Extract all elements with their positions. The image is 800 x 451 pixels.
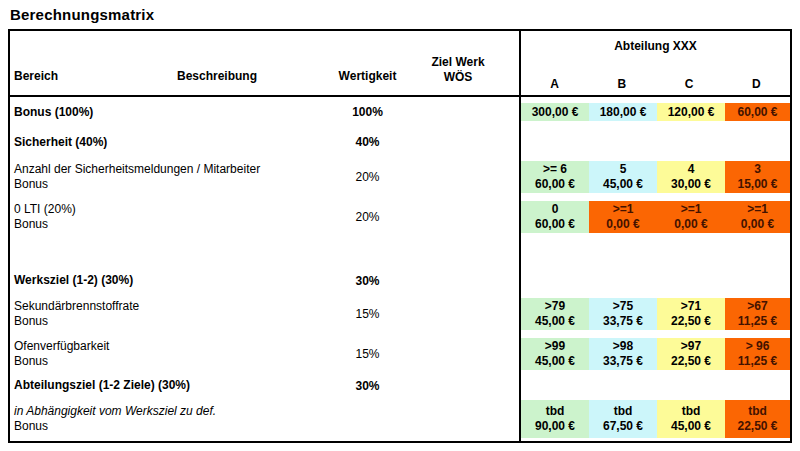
row-label: Bonus (100%) bbox=[10, 97, 310, 127]
row-weight: 20% bbox=[310, 157, 425, 197]
row-weight: 30% bbox=[310, 374, 425, 397]
row-label: Ofenverfügbarkeit Bonus bbox=[10, 334, 310, 374]
cell-d: > 9611,25 € bbox=[725, 338, 790, 370]
row-weight bbox=[310, 397, 425, 441]
cell-c: 120,00 € bbox=[657, 103, 725, 121]
cell-a: >9945,00 € bbox=[521, 338, 589, 370]
cell-c: 430,00 € bbox=[657, 161, 725, 193]
row-lti: 0 LTI (20%) Bonus 20% 060,00 € >=10,00 €… bbox=[10, 197, 790, 237]
table-header-row: Bereich Beschreibung Wertigkeit Ziel Wer… bbox=[10, 31, 790, 97]
row-label: Sicherheit (40%) bbox=[10, 127, 310, 157]
cell-a: >7945,00 € bbox=[521, 298, 589, 330]
ziel-werk-line1: Ziel Werk bbox=[431, 55, 484, 70]
cell-c: tbd45,00 € bbox=[657, 400, 725, 438]
row-weight: 15% bbox=[310, 294, 425, 334]
column-header-b: B bbox=[588, 77, 655, 91]
cell-a: 060,00 € bbox=[521, 201, 589, 233]
cell-b: >9833,75 € bbox=[589, 338, 657, 370]
cell-d: 315,00 € bbox=[725, 161, 790, 193]
column-header-ziel-werk-woes: Ziel Werk WÖS bbox=[425, 31, 521, 95]
cell-b: >7533,75 € bbox=[589, 298, 657, 330]
cell-b: tbd67,50 € bbox=[589, 400, 657, 438]
row-label: Sekundärbrennstoffrate Bonus bbox=[10, 294, 310, 334]
column-header-d: D bbox=[723, 77, 790, 91]
row-label: Abteilungsziel (1-2 Ziele) (30%) bbox=[10, 374, 310, 397]
cell-a: tbd90,00 € bbox=[521, 400, 589, 438]
cell-b: 180,00 € bbox=[589, 103, 657, 121]
cell-d: 60,00 € bbox=[725, 103, 790, 121]
abteilung-title: Abteilung XXX bbox=[521, 31, 790, 53]
row-abteilungsziel: Abteilungsziel (1-2 Ziele) (30%) 30% bbox=[10, 374, 790, 397]
row-label: in Abhängigkeit vom Werksziel zu def. Bo… bbox=[10, 397, 310, 441]
row-bonus: Bonus (100%) 100% 300,00 € 180,00 € 120,… bbox=[10, 97, 790, 127]
row-sicherheit: Sicherheit (40%) 40% bbox=[10, 127, 790, 157]
cell-a: 300,00 € bbox=[521, 103, 589, 121]
row-abhaengigkeit: in Abhängigkeit vom Werksziel zu def. Bo… bbox=[10, 397, 790, 441]
row-werksziel: Werksziel (1-2) (30%) 30% bbox=[10, 267, 790, 294]
cell-d: tbd22,50 € bbox=[725, 400, 790, 438]
cell-c: >9722,50 € bbox=[657, 338, 725, 370]
row-label: Anzahl der Sicherheitsmeldungen / Mitarb… bbox=[10, 157, 310, 197]
cell-c: >=10,00 € bbox=[657, 201, 725, 233]
table-vertical-divider bbox=[519, 31, 521, 441]
row-weight: 40% bbox=[310, 127, 425, 157]
row-label: 0 LTI (20%) Bonus bbox=[10, 197, 310, 237]
column-header-a: A bbox=[521, 77, 588, 91]
row-weight: 30% bbox=[310, 267, 425, 294]
row-weight: 20% bbox=[310, 197, 425, 237]
ziel-werk-line2: WÖS bbox=[444, 70, 473, 85]
abteilung-header-group: Abteilung XXX A B C D bbox=[521, 31, 790, 95]
spacer-row bbox=[10, 237, 790, 267]
cell-d: >6711,25 € bbox=[725, 298, 790, 330]
cell-d: >=10,00 € bbox=[725, 201, 790, 233]
cell-a: >= 660,00 € bbox=[521, 161, 589, 193]
row-sicherheitsmeldungen: Anzahl der Sicherheitsmeldungen / Mitarb… bbox=[10, 157, 790, 197]
column-header-c: C bbox=[656, 77, 723, 91]
column-header-bereich: Bereich bbox=[14, 69, 124, 83]
cell-b: 545,00 € bbox=[589, 161, 657, 193]
column-header-beschreibung: Beschreibung bbox=[124, 69, 310, 83]
row-weight: 100% bbox=[310, 97, 425, 127]
abteilung-subcolumns: A B C D bbox=[521, 77, 790, 95]
row-ofenverfuegbarkeit: Ofenverfügbarkeit Bonus 15% >9945,00 € >… bbox=[10, 334, 790, 374]
column-header-wertigkeit: Wertigkeit bbox=[310, 31, 425, 95]
row-sekundaerbrennstoffrate: Sekundärbrennstoffrate Bonus 15% >7945,0… bbox=[10, 294, 790, 334]
cell-b: >=10,00 € bbox=[589, 201, 657, 233]
berechnungsmatrix-table: Bereich Beschreibung Wertigkeit Ziel Wer… bbox=[8, 29, 792, 443]
cell-c: >7122,50 € bbox=[657, 298, 725, 330]
row-weight: 15% bbox=[310, 334, 425, 374]
header-left-group: Bereich Beschreibung bbox=[10, 31, 310, 95]
row-label: Werksziel (1-2) (30%) bbox=[10, 267, 310, 294]
page-title: Berechnungsmatrix bbox=[10, 6, 154, 23]
